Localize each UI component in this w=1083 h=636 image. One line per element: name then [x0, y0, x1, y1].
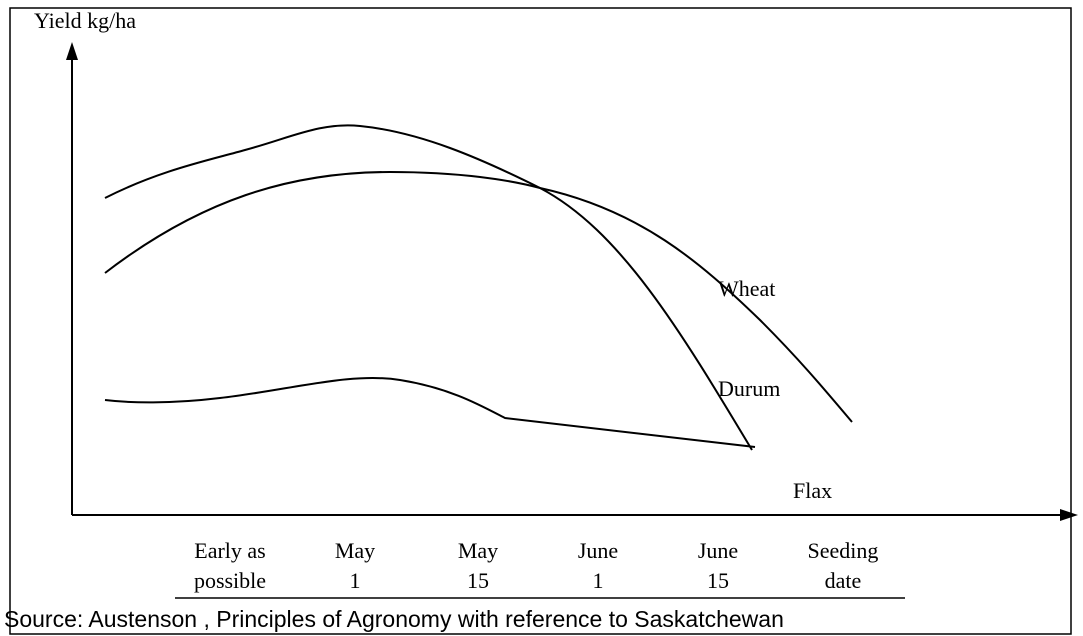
x-arrow [1060, 509, 1078, 521]
x-label: Seeding [808, 538, 879, 563]
curve-1 [104, 124, 753, 451]
x-label: June [698, 538, 738, 563]
wheat-label: Wheat [718, 276, 775, 301]
x-label: 1 [350, 568, 361, 593]
x-label: 15 [467, 568, 489, 593]
y-axis-label: Yield kg/ha [34, 8, 136, 33]
durum-label: Durum [718, 376, 780, 401]
x-label: 15 [707, 568, 729, 593]
source: Source: Austenson , Principles of Agrono… [4, 606, 784, 632]
x-labels: Early as possible May 1 May 15 June 1 June 15 Seed… [194, 538, 879, 593]
x-label: date [825, 568, 862, 593]
x-label: May [458, 538, 498, 563]
y-arrow [66, 42, 78, 60]
flax-label: Flax [793, 478, 832, 503]
x-label: possible [194, 568, 266, 593]
curve-flax [104, 377, 756, 448]
curve-2 [104, 170, 853, 423]
x-label: Early as [194, 538, 265, 563]
frame [9, 7, 1072, 635]
x-label: June [578, 538, 618, 563]
x-label: 1 [593, 568, 604, 593]
x-label: May [335, 538, 375, 563]
